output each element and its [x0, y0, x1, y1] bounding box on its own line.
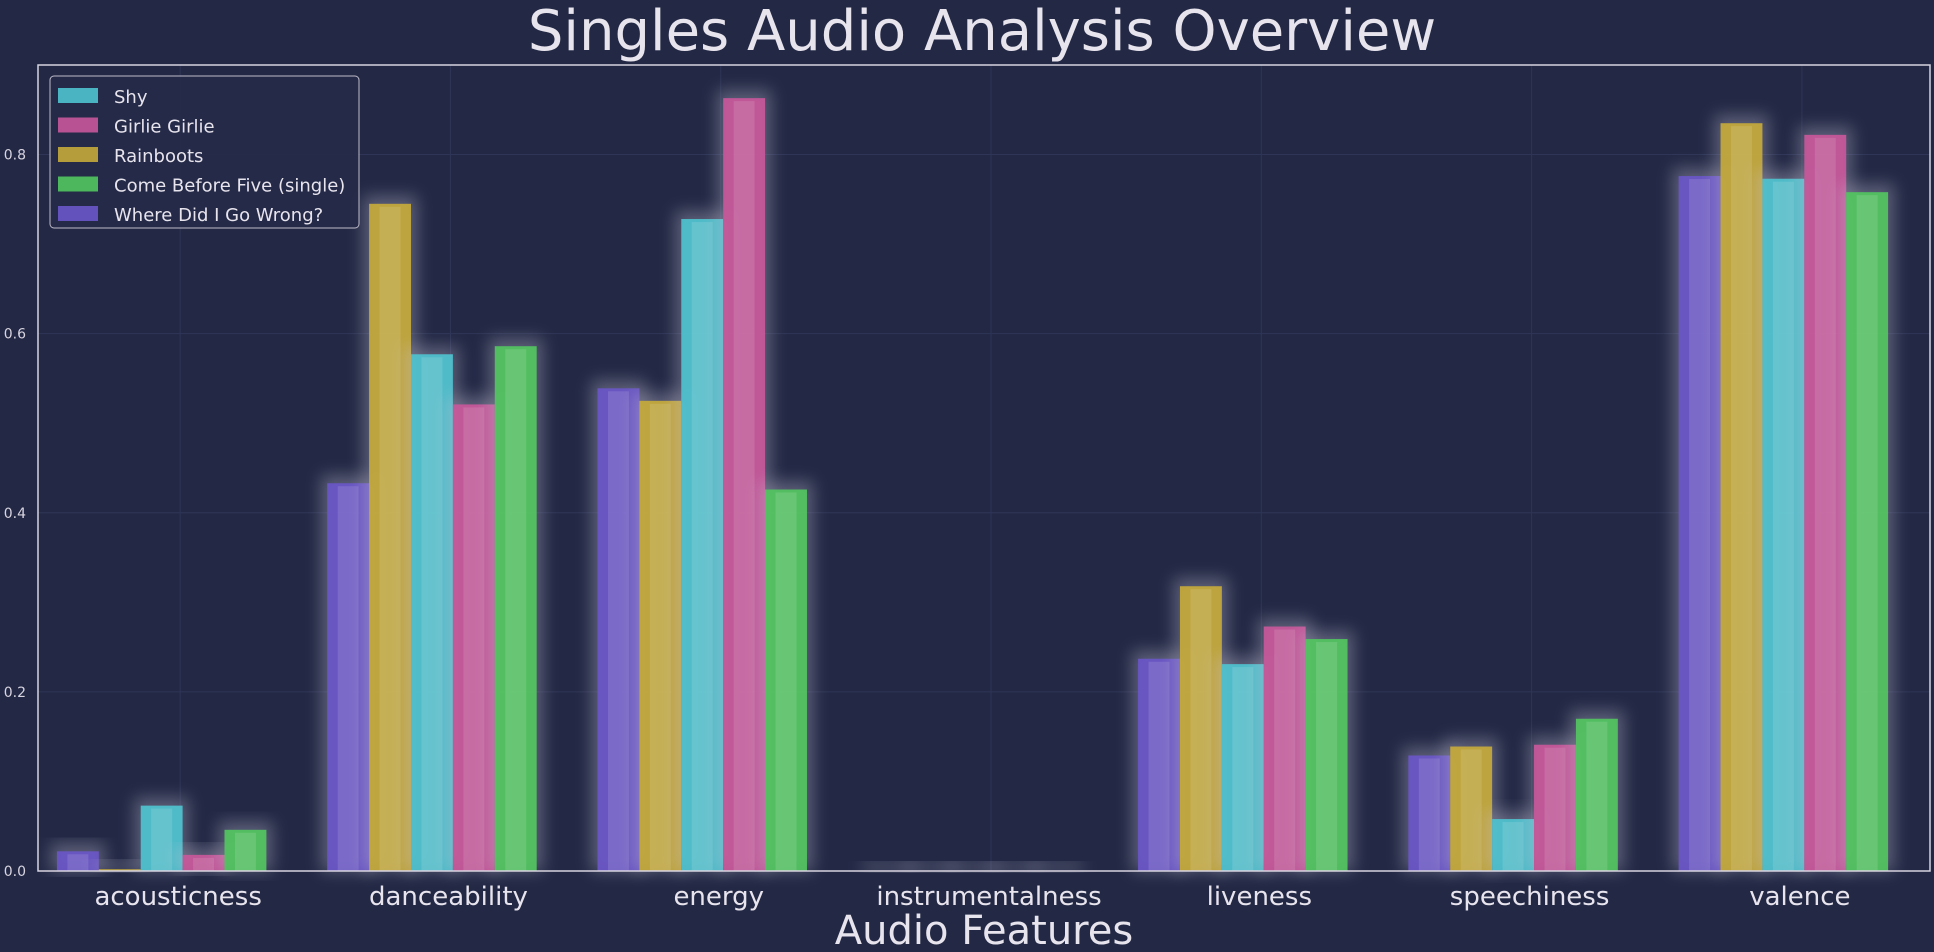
bar-highlight: [421, 357, 443, 872]
bar-highlight: [193, 857, 215, 871]
legend-swatch: [58, 117, 98, 133]
y-tick-label: 0.6: [4, 327, 26, 343]
bar-valence-3: [1804, 134, 1847, 871]
y-tick-label: 0.2: [4, 685, 26, 701]
bar-valence-1: [1720, 123, 1763, 871]
plot-frame: [37, 64, 1931, 872]
bar-highlight: [1502, 822, 1524, 871]
legend-swatch: [58, 88, 98, 103]
legend-swatch: [58, 206, 98, 221]
bar-speechiness-3: [1534, 744, 1576, 871]
bar-energy-4: [765, 489, 807, 871]
x-tick-label: acousticness: [94, 882, 261, 912]
bar-acousticness-0: [56, 851, 99, 871]
x-tick-label: instrumentalness: [876, 882, 1101, 912]
bar-danceability-2: [410, 354, 453, 872]
bar-highlight: [337, 486, 359, 871]
bar-danceability-0: [327, 483, 370, 871]
x-axis: acousticness danceability energy instrument…: [94, 882, 1850, 912]
bar-glow: [903, 863, 958, 871]
bar-energy-0: [597, 388, 640, 871]
bar-speechiness-2: [1492, 819, 1535, 871]
legend-swatch: [58, 147, 98, 162]
bar-glow: [861, 863, 916, 871]
y-tick-label: 0.8: [4, 148, 26, 164]
bar-highlight: [463, 407, 485, 871]
bar-highlight: [649, 403, 671, 871]
bar-speechiness-4: [1575, 718, 1618, 871]
bar-highlight: [1274, 629, 1296, 871]
bar-highlight: [1772, 181, 1794, 872]
bar-glow: [945, 863, 1000, 871]
bar-speechiness-0: [1408, 755, 1451, 871]
chart-title: Singles Audio Analysis Overview: [528, 0, 1436, 64]
legend-label: Where Did I Go Wrong?: [114, 205, 323, 226]
x-tick-label: danceability: [369, 882, 528, 912]
bar-glow: [1029, 863, 1084, 871]
legend-label: Shy: [114, 87, 148, 108]
bar-highlight: [67, 854, 89, 871]
bars: [50, 90, 1895, 872]
bar-highlight: [733, 101, 755, 871]
legend-box: [49, 75, 360, 229]
bar-glow: [987, 863, 1042, 871]
bar-acousticness-3: [182, 854, 225, 871]
legend-label: Girlie Girlie: [114, 117, 215, 138]
legend-label: Come Before Five (single): [114, 176, 345, 197]
bar-liveness-3: [1263, 626, 1306, 871]
bar-liveness-4: [1305, 639, 1348, 871]
bar-highlight: [1316, 642, 1338, 871]
bar-liveness-1: [1179, 586, 1222, 871]
x-tick-label: speechiness: [1450, 882, 1610, 912]
bar-valence-0: [1678, 176, 1721, 871]
bar-energy-1: [639, 400, 682, 871]
bar-energy-3: [723, 98, 766, 871]
x-axis-label: Audio Features: [835, 908, 1133, 952]
bar-highlight: [1586, 721, 1608, 871]
bar-highlight: [1856, 195, 1878, 871]
x-tick-label: energy: [673, 882, 764, 912]
bar-acousticness-4: [224, 829, 267, 871]
bar-highlight: [1689, 179, 1711, 871]
bar-highlight: [1190, 589, 1212, 871]
legend: Shy Girlie Girlie Rainboots Come Before Fiv…: [49, 75, 360, 229]
bar-highlight: [775, 492, 797, 871]
bar-highlight: [505, 349, 527, 871]
bar-energy-2: [681, 219, 724, 872]
x-tick-label: liveness: [1207, 882, 1312, 912]
bar-highlight: [691, 222, 713, 872]
bar-valence-2: [1762, 178, 1805, 872]
bar-highlight: [379, 206, 401, 872]
bar-valence-4: [1846, 192, 1889, 871]
legend-swatch: [58, 176, 98, 192]
legend-label: Rainboots: [114, 146, 203, 167]
bar-liveness-2: [1221, 664, 1264, 871]
bar-acousticness-1: [98, 869, 141, 871]
y-axis: 0.0 0.2 0.4 0.6 0.8: [4, 148, 26, 880]
bar-danceability-3: [452, 404, 495, 871]
x-tick-label: valence: [1749, 882, 1850, 912]
bar-highlight: [1731, 126, 1752, 871]
bar-liveness-0: [1138, 658, 1180, 871]
bar-highlight: [1460, 749, 1482, 871]
y-tick-label: 0.0: [4, 864, 26, 880]
bar-highlight: [607, 391, 629, 871]
bar-speechiness-1: [1450, 746, 1493, 871]
bar-highlight: [1232, 667, 1254, 871]
bar-danceability-1: [369, 203, 411, 872]
bar-acousticness-2: [140, 805, 183, 871]
bar-highlight: [1418, 758, 1440, 871]
bar-highlight: [151, 808, 173, 871]
bar-highlight: [1814, 137, 1836, 871]
y-tick-label: 0.4: [4, 506, 26, 522]
bar-danceability-4: [494, 346, 537, 871]
bar-highlight: [234, 832, 256, 871]
bar-highlight: [1544, 747, 1566, 871]
bar-glow: [92, 861, 147, 871]
bar-highlight: [1148, 661, 1170, 871]
